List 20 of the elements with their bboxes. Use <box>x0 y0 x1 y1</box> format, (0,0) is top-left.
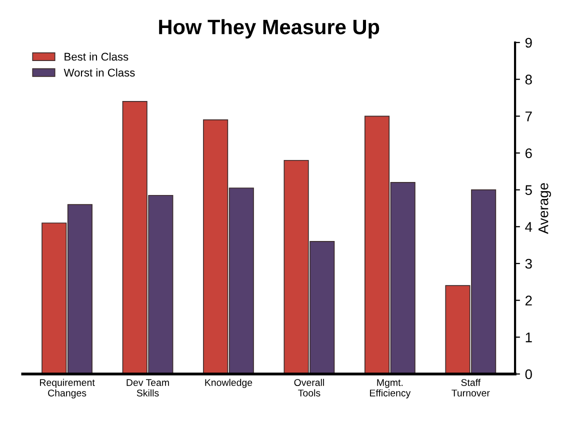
chart-title: How They Measure Up <box>159 19 380 38</box>
y-tick-label: 6 <box>525 148 532 158</box>
y-tick-label: 3 <box>525 258 532 269</box>
y-tick-label: 9 <box>525 38 532 48</box>
x-tick-label: Dev Team Skills <box>126 379 169 396</box>
y-tick-label: 7 <box>525 112 532 122</box>
legend-label: Worst in Class <box>64 68 135 77</box>
x-tick-label: Overall Tools <box>294 378 324 396</box>
x-tick-label: Requirement Changes <box>40 378 95 398</box>
legend-label: Best in Class <box>64 52 128 61</box>
y-axis-title: Average <box>538 183 552 234</box>
y-tick-label: 2 <box>525 296 532 306</box>
y-tick-label: 1 <box>526 332 532 342</box>
x-tick-label: Mgmt. Efficiency <box>370 379 411 398</box>
x-tick-label: Staff Turnover <box>452 378 490 396</box>
y-tick-label: 4 <box>525 222 532 232</box>
y-tick-label: 8 <box>525 74 532 85</box>
y-tick-label: 0 <box>525 369 532 380</box>
x-tick-label: Knowledge <box>205 378 252 388</box>
y-tick-label: 5 <box>525 185 532 196</box>
